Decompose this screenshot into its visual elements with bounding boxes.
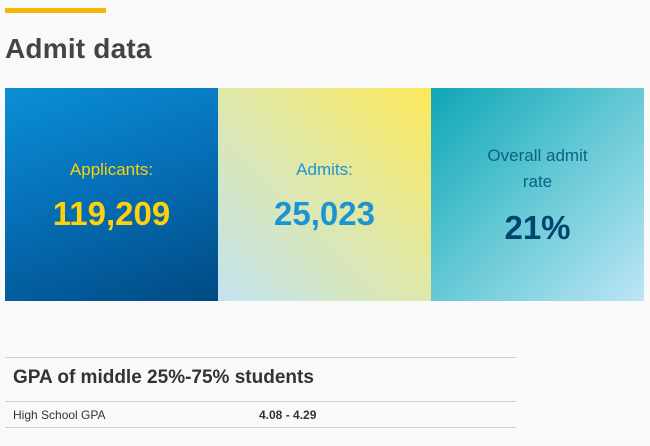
page-title: Admit data (5, 33, 152, 64)
accent-bar (5, 8, 106, 13)
gpa-row-label: High School GPA (13, 407, 106, 422)
gpa-row: High School GPA 4.08 - 4.29 (5, 401, 516, 428)
gpa-section: GPA of middle 25%-75% students High Scho… (5, 357, 516, 428)
applicants-label: Applicants: (69, 159, 154, 179)
admit-stats: Applicants: 119,209 Admits: 25,023 Overa… (5, 88, 644, 301)
admits-label: Admits: (296, 159, 353, 179)
gpa-heading: GPA of middle 25%-75% students (13, 367, 314, 388)
gpa-divider (5, 357, 516, 358)
applicants-value: 119,209 (52, 194, 171, 232)
admit-rate-label: Overall admit rate (487, 145, 588, 191)
admits-value: 25,023 (274, 194, 375, 232)
admits-card: Admits: 25,023 (218, 88, 431, 301)
gpa-row-value: 4.08 - 4.29 (259, 407, 317, 422)
admit-rate-card: Overall admit rate 21% (431, 88, 644, 301)
applicants-card: Applicants: 119,209 (5, 88, 218, 301)
admit-rate-value: 21% (504, 208, 571, 246)
